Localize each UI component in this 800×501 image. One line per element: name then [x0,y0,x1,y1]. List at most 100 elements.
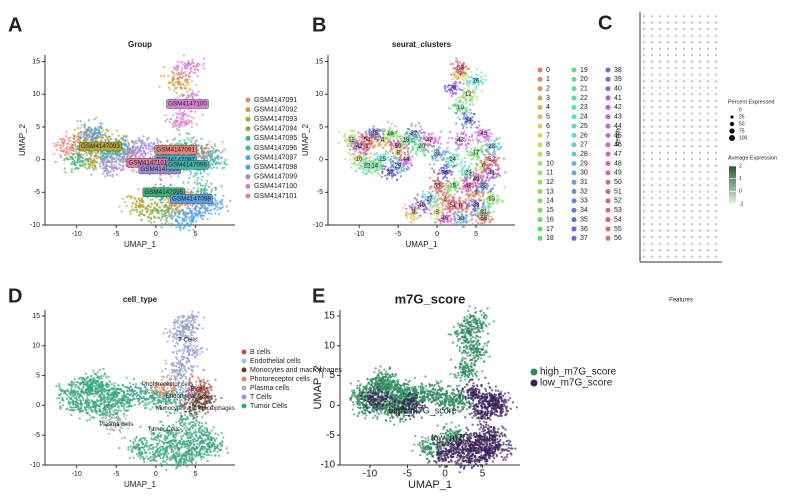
point [406,153,410,156]
point [433,147,436,150]
legend-swatch [245,155,251,161]
point [183,138,186,142]
point [400,169,403,172]
point [190,190,193,194]
point [190,140,193,143]
point [94,155,97,158]
point [451,77,455,80]
point [452,165,455,168]
point [208,160,211,163]
point [492,211,495,214]
point [449,91,452,94]
point [198,182,201,185]
legend-label: GSM4147100 [254,183,297,190]
point [186,203,189,206]
point [395,178,399,181]
point [191,89,194,92]
point [173,68,176,71]
point [205,189,209,192]
point [481,195,484,198]
point [220,185,223,188]
point [460,169,464,172]
point [488,205,491,208]
point [53,145,56,148]
point [393,156,396,160]
point [411,203,414,206]
point [186,119,189,122]
legend-label: GSM4147096 [254,145,297,152]
point [409,151,412,154]
point [156,202,159,205]
point [464,210,467,213]
point [180,124,183,127]
point [188,225,191,228]
point [211,149,214,153]
point [67,139,70,142]
point [189,222,193,225]
point [470,158,473,161]
point [439,206,442,209]
point [382,132,385,135]
point [205,156,208,159]
point [158,216,161,219]
point [56,148,59,151]
point [217,212,221,216]
point [158,85,161,88]
point [172,72,175,75]
point [181,82,184,85]
point [131,141,134,144]
point [137,139,140,142]
point [178,112,181,115]
point [115,129,119,132]
point [471,115,474,119]
point [347,145,350,148]
point [156,142,159,145]
point [373,170,376,173]
point [98,131,101,134]
point [97,126,100,129]
point [460,223,463,226]
point [476,157,480,160]
point [133,151,136,155]
point [221,202,224,205]
point [59,147,62,150]
point [465,98,468,101]
point [464,77,467,80]
point [479,166,482,169]
point [423,153,426,157]
point [456,132,459,135]
point [152,210,155,213]
point [88,165,91,168]
point [101,152,104,155]
point [56,141,59,144]
legend-label: GSM4147098 [254,164,297,171]
point [177,65,180,68]
point [149,152,153,156]
point [388,127,391,130]
point [199,189,203,192]
point [436,197,439,201]
point [92,157,96,160]
point [443,85,446,88]
point [210,182,213,185]
point [167,214,170,218]
point [359,164,362,167]
point [206,150,209,153]
y-tick-label: 5 [36,124,40,131]
point [456,85,459,88]
legend-label: GSM4147094 [254,126,297,133]
point [102,172,105,175]
point [100,134,103,137]
point [458,87,461,90]
point [79,126,82,130]
point [175,116,179,119]
point [475,68,479,71]
point [465,114,468,117]
point [465,101,468,104]
point [338,131,341,134]
point [131,145,135,149]
point [470,112,473,115]
point [94,139,98,142]
point [176,205,179,209]
point [59,144,62,147]
